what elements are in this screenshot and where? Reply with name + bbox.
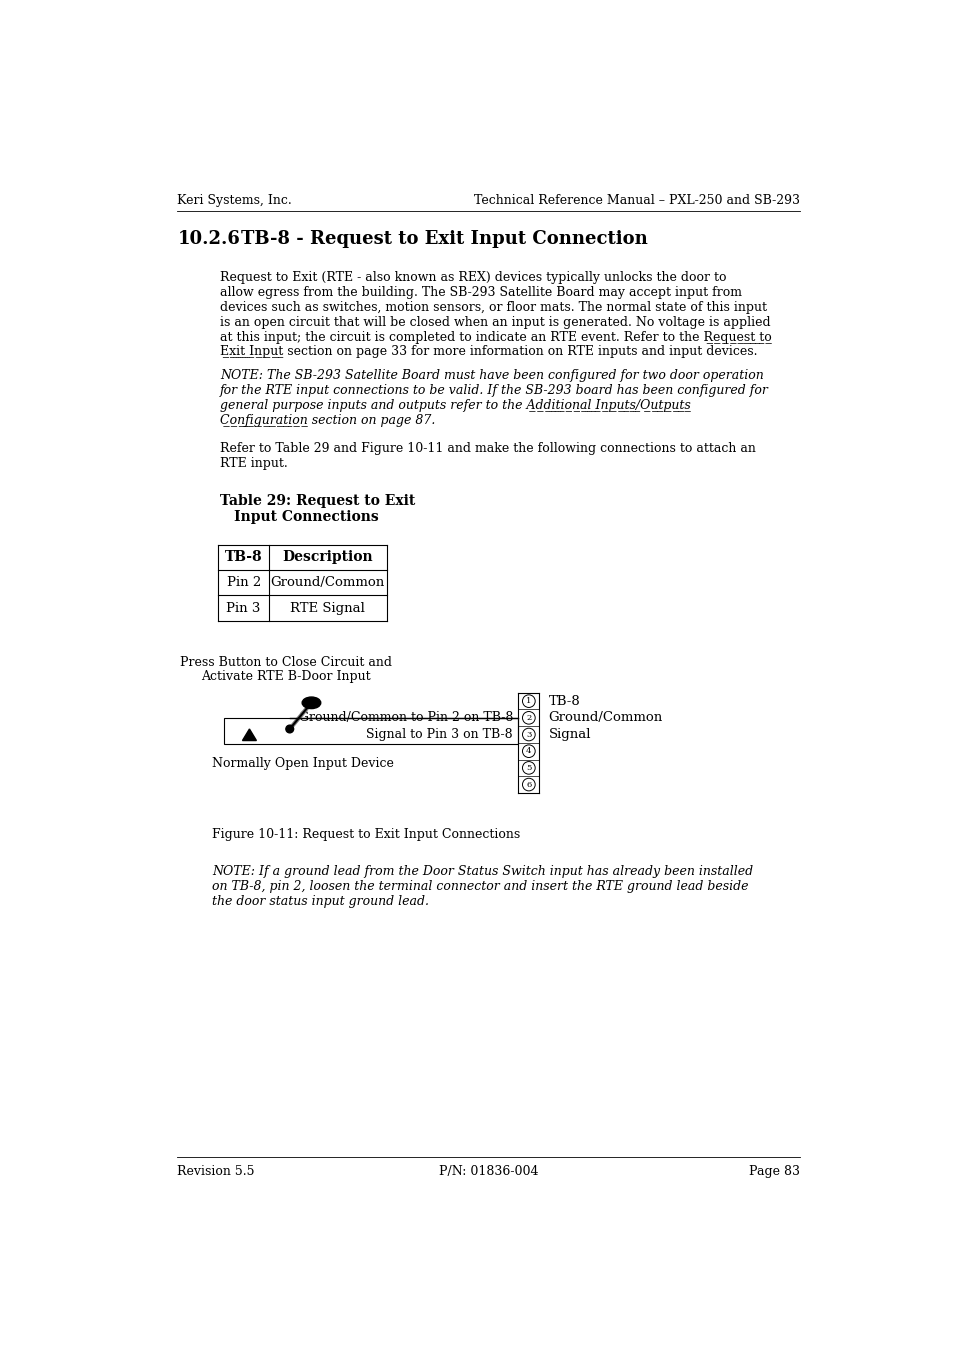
Text: 2: 2 — [526, 713, 531, 721]
Text: C̲o̲n̲f̲i̲g̲u̲r̲a̲t̲i̲o̲n̲ section on page 87.: C̲o̲n̲f̲i̲g̲u̲r̲a̲t̲i̲o̲n̲ section on pa… — [220, 413, 435, 427]
Text: 5: 5 — [526, 763, 531, 771]
Text: E̲x̲i̲t̲ ̲I̲n̲p̲u̲t̲ section on page 33 for more information on RTE inputs and i: E̲x̲i̲t̲ ̲I̲n̲p̲u̲t̲ section on page 33 … — [220, 346, 757, 358]
Text: for the RTE input connections to be valid. If the SB-293 board has been configur: for the RTE input connections to be vali… — [220, 384, 768, 397]
Text: allow egress from the building. The SB-293 Satellite Board may accept input from: allow egress from the building. The SB-2… — [220, 286, 741, 299]
Text: Pin 2: Pin 2 — [226, 577, 260, 589]
Text: Revision 5.5: Revision 5.5 — [177, 1165, 254, 1178]
Text: 1: 1 — [526, 697, 531, 705]
Text: 10.2.6: 10.2.6 — [177, 230, 240, 247]
Text: Input Connections: Input Connections — [233, 509, 378, 524]
Polygon shape — [242, 730, 256, 740]
Text: is an open circuit that will be closed when an input is generated. No voltage is: is an open circuit that will be closed w… — [220, 316, 770, 328]
Text: Pin 3: Pin 3 — [226, 601, 260, 615]
Text: Figure 10-11: Request to Exit Input Connections: Figure 10-11: Request to Exit Input Conn… — [212, 828, 520, 840]
Text: Technical Reference Manual – PXL-250 and SB-293: Technical Reference Manual – PXL-250 and… — [474, 195, 800, 208]
Text: NOTE: If a ground lead from the Door Status Switch input has already been instal: NOTE: If a ground lead from the Door Sta… — [212, 866, 753, 878]
Text: RTE Signal: RTE Signal — [290, 601, 365, 615]
Text: 3: 3 — [526, 731, 531, 739]
Text: Activate RTE B-Door Input: Activate RTE B-Door Input — [201, 670, 371, 684]
Text: Normally Open Input Device: Normally Open Input Device — [212, 757, 394, 770]
Text: 4: 4 — [525, 747, 531, 755]
Text: 6: 6 — [526, 781, 531, 789]
Text: general purpose inputs and outputs refer to the A̲d̲d̲i̲t̲i̲o̲n̲a̲l̲ ̲I̲n̲p̲u̲t̲: general purpose inputs and outputs refer… — [220, 399, 690, 412]
Text: TB-8: TB-8 — [548, 694, 579, 708]
Text: P/N: 01836-004: P/N: 01836-004 — [438, 1165, 538, 1178]
Text: the door status input ground lead.: the door status input ground lead. — [212, 894, 429, 908]
Text: RTE input.: RTE input. — [220, 457, 288, 470]
Text: Signal to Pin 3 on TB-8: Signal to Pin 3 on TB-8 — [366, 728, 513, 740]
Text: at this input; the circuit is completed to indicate an RTE event. Refer to the R: at this input; the circuit is completed … — [220, 331, 771, 343]
Text: Ground/Common: Ground/Common — [271, 577, 384, 589]
Text: Refer to Table 29 and Figure 10-11 and make the following connections to attach : Refer to Table 29 and Figure 10-11 and m… — [220, 442, 755, 455]
Text: Description: Description — [282, 550, 373, 565]
Text: Request to Exit (RTE - also known as REX) devices typically unlocks the door to: Request to Exit (RTE - also known as REX… — [220, 272, 726, 285]
Text: Page 83: Page 83 — [749, 1165, 800, 1178]
Text: Ground/Common: Ground/Common — [548, 712, 662, 724]
Bar — [224, 719, 517, 744]
Ellipse shape — [302, 697, 320, 708]
Text: TB-8 - Request to Exit Input Connection: TB-8 - Request to Exit Input Connection — [241, 230, 647, 247]
Text: Press Button to Close Circuit and: Press Button to Close Circuit and — [180, 655, 392, 669]
Text: NOTE: The SB-293 Satellite Board must have been configured for two door operatio: NOTE: The SB-293 Satellite Board must ha… — [220, 369, 763, 382]
Text: Keri Systems, Inc.: Keri Systems, Inc. — [177, 195, 292, 208]
Text: on TB-8, pin 2, loosen the terminal connector and insert the RTE ground lead bes: on TB-8, pin 2, loosen the terminal conn… — [212, 881, 748, 893]
Circle shape — [286, 725, 294, 732]
Text: devices such as switches, motion sensors, or floor mats. The normal state of thi: devices such as switches, motion sensors… — [220, 301, 766, 313]
Text: Table 29: Request to Exit: Table 29: Request to Exit — [220, 493, 415, 508]
Text: Ground/Common to Pin 2 on TB-8: Ground/Common to Pin 2 on TB-8 — [298, 712, 513, 724]
Text: TB-8: TB-8 — [225, 550, 262, 565]
Text: Signal: Signal — [548, 728, 591, 740]
